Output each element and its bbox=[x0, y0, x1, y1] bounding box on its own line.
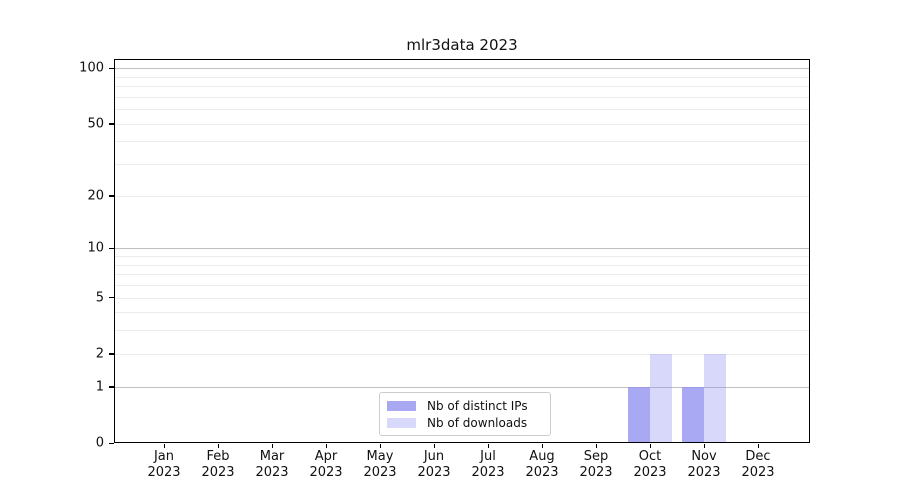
major-gridline-1 bbox=[114, 386, 810, 388]
x-tick-label-apr-2023: Apr 2023 bbox=[309, 449, 342, 481]
x-tick-label-line: Jan bbox=[153, 449, 175, 464]
x-tick-label-line: Mar bbox=[259, 449, 285, 464]
y-tick-50 bbox=[109, 123, 114, 125]
legend-label-distinct-ips: Nb of distinct IPs bbox=[427, 399, 528, 413]
x-tick-label-may-2023: May 2023 bbox=[363, 449, 396, 481]
y-tick-label-50: 50 bbox=[87, 116, 104, 132]
y-tick-label-5: 5 bbox=[95, 290, 104, 306]
minor-gridline-4 bbox=[114, 312, 810, 314]
x-tick-label-line: 2023 bbox=[687, 465, 721, 480]
x-tick-label-line: 2023 bbox=[633, 465, 667, 480]
x-tick-label-line: Feb bbox=[206, 449, 230, 464]
x-tick-label-line: May bbox=[366, 449, 394, 464]
legend-swatch-downloads bbox=[387, 418, 416, 428]
legend-item-downloads: Nb of downloads bbox=[387, 415, 542, 431]
x-tick-jan-2023 bbox=[163, 444, 165, 448]
x-tick-label-line: 2023 bbox=[363, 465, 397, 480]
x-tick-label-aug-2023: Aug 2023 bbox=[525, 449, 558, 481]
minor-gridline-6 bbox=[114, 284, 810, 286]
x-tick-mar-2023 bbox=[271, 444, 273, 448]
x-tick-may-2023 bbox=[379, 444, 381, 448]
x-tick-label-mar-2023: Mar 2023 bbox=[255, 449, 288, 481]
x-tick-label-jul-2023: Jul 2023 bbox=[471, 449, 504, 481]
minor-gridline-3 bbox=[114, 330, 810, 332]
y-tick-label-10: 10 bbox=[87, 240, 104, 256]
x-tick-label-feb-2023: Feb 2023 bbox=[201, 449, 234, 481]
y-tick-label-20: 20 bbox=[87, 188, 104, 204]
x-tick-label-line: 2023 bbox=[471, 465, 505, 480]
x-tick-label-line: 2023 bbox=[201, 465, 235, 480]
y-tick-label-0: 0 bbox=[95, 435, 104, 451]
minor-gridline-80 bbox=[114, 86, 810, 88]
x-tick-label-line: 2023 bbox=[741, 465, 775, 480]
x-tick-sep-2023 bbox=[595, 444, 597, 448]
x-tick-label-line: Sep bbox=[583, 449, 609, 464]
minor-gridline-60 bbox=[114, 109, 810, 111]
x-tick-aug-2023 bbox=[541, 444, 543, 448]
x-tick-label-line: Jun bbox=[423, 449, 445, 464]
y-tick-2 bbox=[109, 353, 114, 355]
x-tick-label-line: 2023 bbox=[417, 465, 451, 480]
x-tick-oct-2023 bbox=[649, 444, 651, 448]
legend-swatch-distinct-ips bbox=[387, 401, 416, 411]
legend-label-downloads: Nb of downloads bbox=[427, 416, 528, 430]
x-tick-label-dec-2023: Dec 2023 bbox=[741, 449, 774, 481]
minor-gridline-70 bbox=[114, 96, 810, 98]
x-tick-label-line: Aug bbox=[529, 449, 555, 464]
x-tick-label-line: 2023 bbox=[579, 465, 613, 480]
x-tick-label-line: Oct bbox=[638, 449, 662, 464]
x-tick-label-sep-2023: Sep 2023 bbox=[579, 449, 612, 481]
x-tick-jul-2023 bbox=[487, 444, 489, 448]
minor-gridline-50 bbox=[114, 123, 810, 125]
bar-nb-of-distinct-ips-oct-2023 bbox=[628, 386, 650, 443]
y-tick-1 bbox=[109, 386, 114, 388]
minor-gridline-20 bbox=[114, 195, 810, 197]
bar-nb-of-distinct-ips-nov-2023 bbox=[682, 386, 704, 443]
x-tick-label-nov-2023: Nov 2023 bbox=[687, 449, 720, 481]
minor-gridline-7 bbox=[114, 274, 810, 276]
minor-gridline-5 bbox=[114, 297, 810, 299]
minor-gridline-90 bbox=[114, 76, 810, 78]
x-tick-label-oct-2023: Oct 2023 bbox=[633, 449, 666, 481]
x-tick-label-line: Jul bbox=[480, 449, 496, 464]
y-tick-label-100: 100 bbox=[79, 60, 104, 76]
y-tick-label-2: 2 bbox=[95, 346, 104, 362]
x-tick-label-line: 2023 bbox=[147, 465, 181, 480]
x-tick-dec-2023 bbox=[757, 444, 759, 448]
minor-gridline-9 bbox=[114, 256, 810, 258]
y-tick-0 bbox=[109, 442, 114, 444]
x-tick-label-line: Apr bbox=[314, 449, 338, 464]
minor-gridline-8 bbox=[114, 264, 810, 266]
x-tick-nov-2023 bbox=[703, 444, 705, 448]
x-tick-label-line: 2023 bbox=[525, 465, 559, 480]
x-tick-feb-2023 bbox=[217, 444, 219, 448]
minor-gridline-40 bbox=[114, 141, 810, 143]
x-tick-label-jun-2023: Jun 2023 bbox=[417, 449, 450, 481]
x-tick-label-jan-2023: Jan 2023 bbox=[147, 449, 180, 481]
x-tick-jun-2023 bbox=[433, 444, 435, 448]
x-tick-apr-2023 bbox=[325, 444, 327, 448]
chart-title: mlr3data 2023 bbox=[406, 36, 518, 54]
x-tick-label-line: 2023 bbox=[309, 465, 343, 480]
y-tick-20 bbox=[109, 195, 114, 197]
minor-gridline-2 bbox=[114, 353, 810, 355]
minor-gridline-30 bbox=[114, 164, 810, 166]
y-tick-100 bbox=[109, 67, 114, 70]
major-gridline-10 bbox=[114, 248, 810, 250]
y-tick-label-1: 1 bbox=[95, 379, 104, 395]
legend: Nb of distinct IPs Nb of downloads bbox=[379, 392, 551, 436]
y-tick-5 bbox=[109, 297, 114, 299]
major-gridline-100 bbox=[114, 68, 810, 70]
bar-nb-of-downloads-nov-2023 bbox=[704, 353, 726, 443]
x-tick-label-line: 2023 bbox=[255, 465, 289, 480]
y-tick-10 bbox=[109, 247, 114, 250]
x-tick-label-line: Nov bbox=[691, 449, 717, 464]
legend-item-distinct-ips: Nb of distinct IPs bbox=[387, 398, 542, 414]
bar-nb-of-downloads-oct-2023 bbox=[650, 353, 672, 443]
x-tick-label-line: Dec bbox=[745, 449, 771, 464]
